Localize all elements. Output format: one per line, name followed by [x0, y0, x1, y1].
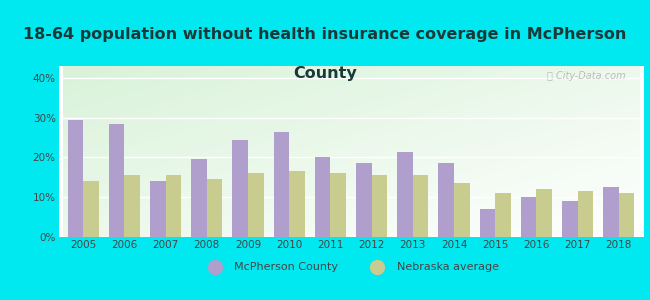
Bar	[109, 124, 124, 237]
Bar	[536, 189, 552, 237]
Text: 18-64 population without health insurance coverage in McPherson: 18-64 population without health insuranc…	[23, 27, 627, 42]
Bar	[166, 176, 181, 237]
Bar	[124, 176, 140, 237]
Text: Nebraska average: Nebraska average	[396, 262, 499, 272]
Text: McPherson County: McPherson County	[234, 262, 338, 272]
Bar	[480, 209, 495, 237]
Bar	[413, 176, 428, 237]
Bar	[603, 187, 619, 237]
Bar	[150, 181, 166, 237]
Bar	[232, 140, 248, 237]
Bar	[397, 152, 413, 237]
Bar	[289, 171, 305, 237]
Bar	[68, 120, 83, 237]
Bar	[454, 183, 470, 237]
Bar	[83, 181, 99, 237]
Bar	[356, 164, 372, 237]
Bar	[619, 193, 634, 237]
Bar	[578, 191, 593, 237]
Bar	[248, 173, 264, 237]
Bar	[330, 173, 346, 237]
Bar	[495, 193, 511, 237]
Bar	[438, 164, 454, 237]
Text: County: County	[293, 66, 357, 81]
Bar	[274, 132, 289, 237]
Bar	[521, 197, 536, 237]
Bar	[315, 158, 330, 237]
Bar	[191, 160, 207, 237]
Bar	[207, 179, 222, 237]
Bar	[372, 176, 387, 237]
Bar	[562, 201, 578, 237]
Text: ⓘ City-Data.com: ⓘ City-Data.com	[547, 71, 626, 81]
